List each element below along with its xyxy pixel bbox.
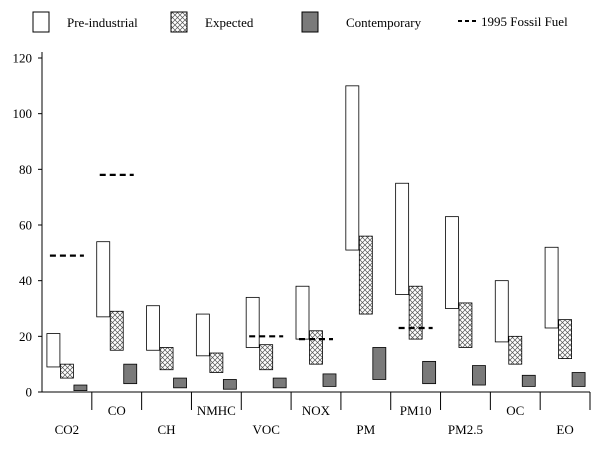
x-tick-label-pm: PM [356, 422, 375, 437]
y-tick-label: 120 [13, 51, 33, 66]
bar-contemporary-pm2-5 [472, 365, 486, 386]
y-tick-label: 20 [19, 329, 32, 344]
y-tick-label: 60 [19, 218, 32, 233]
bar-contemporary-ch [173, 377, 187, 389]
bar-contemporary-eo [571, 372, 586, 387]
legend-label-expected: Expected [205, 15, 254, 30]
bar-expected-co [109, 310, 124, 351]
legend-label-pre-industrial: Pre-industrial [67, 15, 138, 30]
bar-contemporary-oc [521, 374, 536, 387]
fossil-fuel-markers [49, 173, 433, 341]
legend-item-3: 1995 Fossil Fuel [458, 14, 568, 29]
y-axis: 0 20 40 60 80 100 120 [13, 51, 43, 400]
legend-swatch-expected [170, 11, 188, 33]
bar-expected-pm2-5 [458, 302, 473, 348]
y-tick-label: 100 [13, 106, 33, 121]
x-axis: CO2 CO CH NMHC VOC NOX PM PM10 PM2.5 OC EO [42, 391, 591, 437]
legend: Pre-industrial Expected Contemporary 199… [32, 11, 568, 33]
legend-label-fossil-fuel: 1995 Fossil Fuel [481, 14, 568, 29]
x-tick-label-oc: OC [506, 403, 524, 418]
y-tick-label: 0 [26, 385, 33, 400]
x-tick-label-nox: NOX [302, 403, 331, 418]
y-tick-label: 40 [19, 273, 32, 288]
bar-expected-eo [558, 319, 572, 360]
bar-pre-industrial-ch [146, 305, 160, 351]
bar-contemporary-co [123, 363, 138, 385]
bar-expected-ch [159, 347, 174, 371]
x-tick-label-co2: CO2 [55, 422, 80, 437]
bar-expected-pm [358, 235, 373, 315]
bar-expected-co2 [60, 363, 74, 379]
bar-contemporary-nox [322, 373, 337, 387]
legend-item-0: Pre-industrial [32, 11, 138, 33]
bar-pre-industrial-pm10 [395, 182, 410, 295]
bar-contemporary-nmhc [222, 379, 237, 390]
bar-contemporary-pm10 [422, 360, 437, 385]
bar-expected-nox [309, 330, 323, 365]
bar-expected-nmhc [209, 352, 224, 373]
bars [46, 85, 586, 392]
bar-contemporary-co2 [73, 384, 88, 392]
x-tick-label-ch: CH [158, 422, 176, 437]
bar-pre-industrial-co [96, 241, 111, 318]
bar-pre-industrial-co2 [46, 333, 61, 368]
legend-swatch-contemporary [301, 11, 319, 33]
x-tick-label-pm2-5: PM2.5 [448, 422, 483, 437]
x-tick-label-nmhc: NMHC [197, 403, 236, 418]
bar-pre-industrial-pm2-5 [445, 216, 459, 309]
bar-expected-pm10 [408, 285, 423, 340]
x-tick-label-voc: VOC [252, 422, 279, 437]
bar-expected-oc [508, 335, 523, 365]
bar-pre-industrial-voc [245, 296, 260, 348]
y-tick-label: 80 [19, 162, 32, 177]
bar-expected-voc [259, 344, 274, 371]
legend-item-1: Expected [170, 11, 254, 33]
bar-pre-industrial-pm [345, 85, 360, 251]
bar-contemporary-voc [272, 377, 287, 389]
legend-swatch-pre-industrial [32, 11, 50, 33]
x-tick-label-pm10: PM10 [400, 403, 432, 418]
x-tick-label-co: CO [108, 403, 126, 418]
bar-pre-industrial-nmhc [195, 313, 210, 357]
bar-pre-industrial-nox [295, 285, 310, 340]
bar-pre-industrial-eo [544, 246, 559, 329]
legend-item-2: Contemporary [301, 11, 422, 33]
x-tick-label-eo: EO [556, 422, 573, 437]
legend-label-contemporary: Contemporary [346, 15, 422, 30]
bar-pre-industrial-oc [494, 280, 509, 343]
bar-contemporary-pm [372, 347, 387, 380]
